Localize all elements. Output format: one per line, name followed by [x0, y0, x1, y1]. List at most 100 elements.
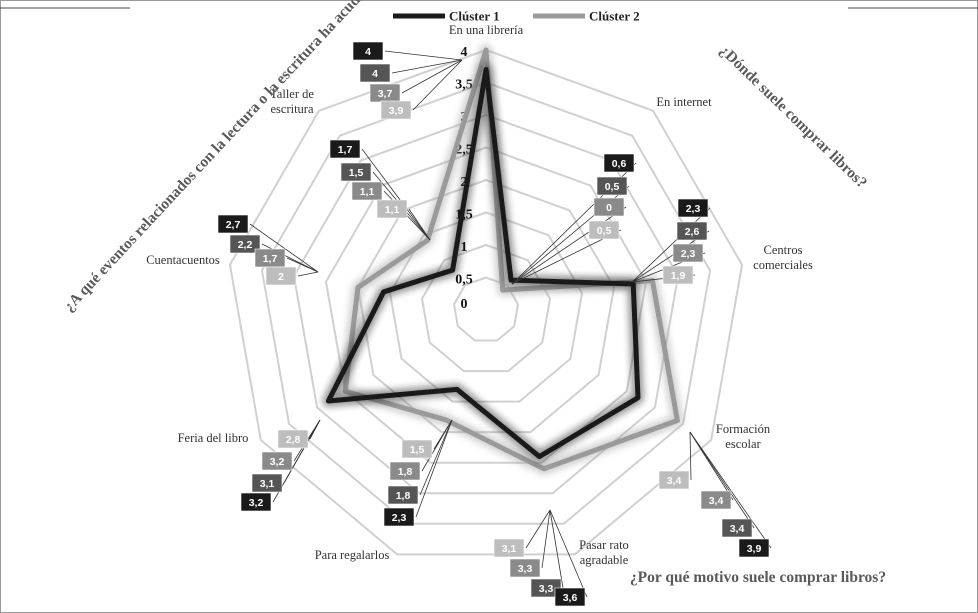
data-label-box	[329, 139, 361, 159]
data-label: 2,8	[286, 434, 301, 446]
data-label: 3,1	[502, 543, 517, 555]
leader-line	[631, 207, 711, 283]
data-label: 3,4	[709, 495, 724, 507]
grid-ring	[292, 113, 680, 495]
data-label-box	[277, 429, 309, 449]
data-label: 1,1	[360, 186, 375, 198]
data-label-box	[700, 490, 732, 510]
leader-line	[415, 419, 453, 518]
grid-ring	[228, 48, 744, 556]
data-label-box	[738, 538, 770, 558]
data-label: 3,6	[563, 592, 578, 604]
data-label-box	[662, 265, 694, 285]
data-label: 0,5	[597, 225, 612, 237]
series-line	[325, 67, 641, 460]
grid-ring	[260, 81, 712, 525]
axis-label: En una librería	[449, 23, 524, 37]
data-label-box	[265, 266, 297, 286]
axis-label: Feria del libro	[178, 431, 249, 445]
data-label: 3,7	[378, 88, 393, 100]
data-label-group: 1,7 1,5 1,1 1,1	[329, 139, 431, 241]
data-label: 3,3	[518, 563, 533, 575]
leader-line	[689, 431, 692, 481]
leader-line	[286, 257, 319, 273]
data-label: 3,3	[539, 583, 554, 595]
leader-line	[408, 208, 431, 241]
data-label-box	[359, 63, 391, 83]
data-label-box	[387, 485, 419, 505]
data-label-box	[380, 100, 412, 120]
data-label: 1,7	[263, 253, 278, 265]
data-label-group: 2,7 2,2 1,72	[217, 214, 319, 286]
data-label: 2,3	[392, 512, 407, 524]
data-label-box	[351, 181, 383, 201]
data-label: 3,2	[249, 497, 264, 509]
data-label: 1,8	[396, 490, 411, 502]
data-label-box	[721, 518, 753, 538]
data-label-box	[217, 214, 249, 234]
leader-line	[689, 431, 755, 529]
axis-label: En internet	[656, 95, 712, 109]
leader-line	[541, 509, 551, 569]
data-label-group: 443,73,9	[352, 41, 463, 120]
data-label: 3,9	[747, 543, 762, 555]
data-label-box	[603, 153, 635, 173]
leader-line	[525, 509, 551, 549]
leader-line	[391, 59, 463, 74]
leader-line	[249, 223, 319, 273]
data-label-box	[658, 470, 690, 490]
leader-line	[421, 419, 453, 472]
legend: Clúster 1 Clúster 2	[393, 9, 640, 24]
data-label-box	[596, 176, 628, 196]
legend-label: Clúster 2	[589, 9, 640, 24]
axis-label: Formación escolar	[716, 422, 771, 451]
legend-label: Clúster 1	[449, 9, 500, 24]
data-label-group: 2,3 2,6 2,3 1,9	[631, 198, 711, 285]
data-label: 1,5	[410, 444, 425, 456]
data-label-box	[261, 451, 293, 471]
data-label-box	[352, 41, 384, 61]
data-label: 2,3	[681, 248, 696, 260]
data-label: 4	[372, 68, 378, 80]
data-label-box	[672, 243, 704, 263]
leader-line	[511, 206, 627, 285]
data-label: 0,5	[605, 181, 620, 193]
data-label-group: 3,43,43,43,9	[658, 431, 772, 558]
data-label: 3,9	[389, 105, 404, 117]
data-label: 3,2	[270, 456, 285, 468]
axis-label: Para regalarlos	[315, 548, 390, 562]
axis-label: Centros comerciales	[753, 243, 813, 272]
data-label-box	[554, 587, 586, 607]
axis-label: Taller de escritura	[270, 87, 314, 116]
data-label: 2,3	[686, 203, 701, 215]
tick-label: 1	[461, 240, 468, 255]
data-label: 2	[278, 271, 284, 283]
data-label-box	[593, 197, 625, 217]
tick-label: 0,5	[455, 273, 473, 288]
data-label: 1,9	[671, 270, 686, 282]
data-label: 2,7	[226, 219, 241, 231]
data-label-box	[251, 473, 283, 493]
data-label: 2,6	[685, 226, 700, 238]
data-label: 3,4	[730, 523, 745, 535]
data-label-box	[229, 234, 261, 254]
data-label-group: 2,83,23,13,2	[240, 419, 321, 512]
grid-ring	[388, 211, 584, 403]
data-label-box	[588, 220, 620, 240]
data-label: 0	[606, 202, 612, 214]
data-label: 1,7	[338, 144, 353, 156]
leader-line	[689, 431, 772, 549]
data-label: 3,4	[667, 475, 682, 487]
data-label-box	[383, 507, 415, 527]
data-label-box	[509, 558, 541, 578]
data-label: 4	[365, 46, 371, 58]
data-label: 1,5	[349, 167, 364, 179]
data-label: 1,8	[398, 466, 413, 478]
data-label: 1,1	[385, 204, 400, 216]
data-label: 0,6	[612, 158, 627, 170]
data-label-box	[240, 492, 272, 512]
data-label-groups: 443,73,91,71,51,11,12,72,21,722,83,23,13…	[217, 41, 772, 607]
leader-line	[361, 148, 431, 241]
leader-line	[549, 509, 564, 589]
